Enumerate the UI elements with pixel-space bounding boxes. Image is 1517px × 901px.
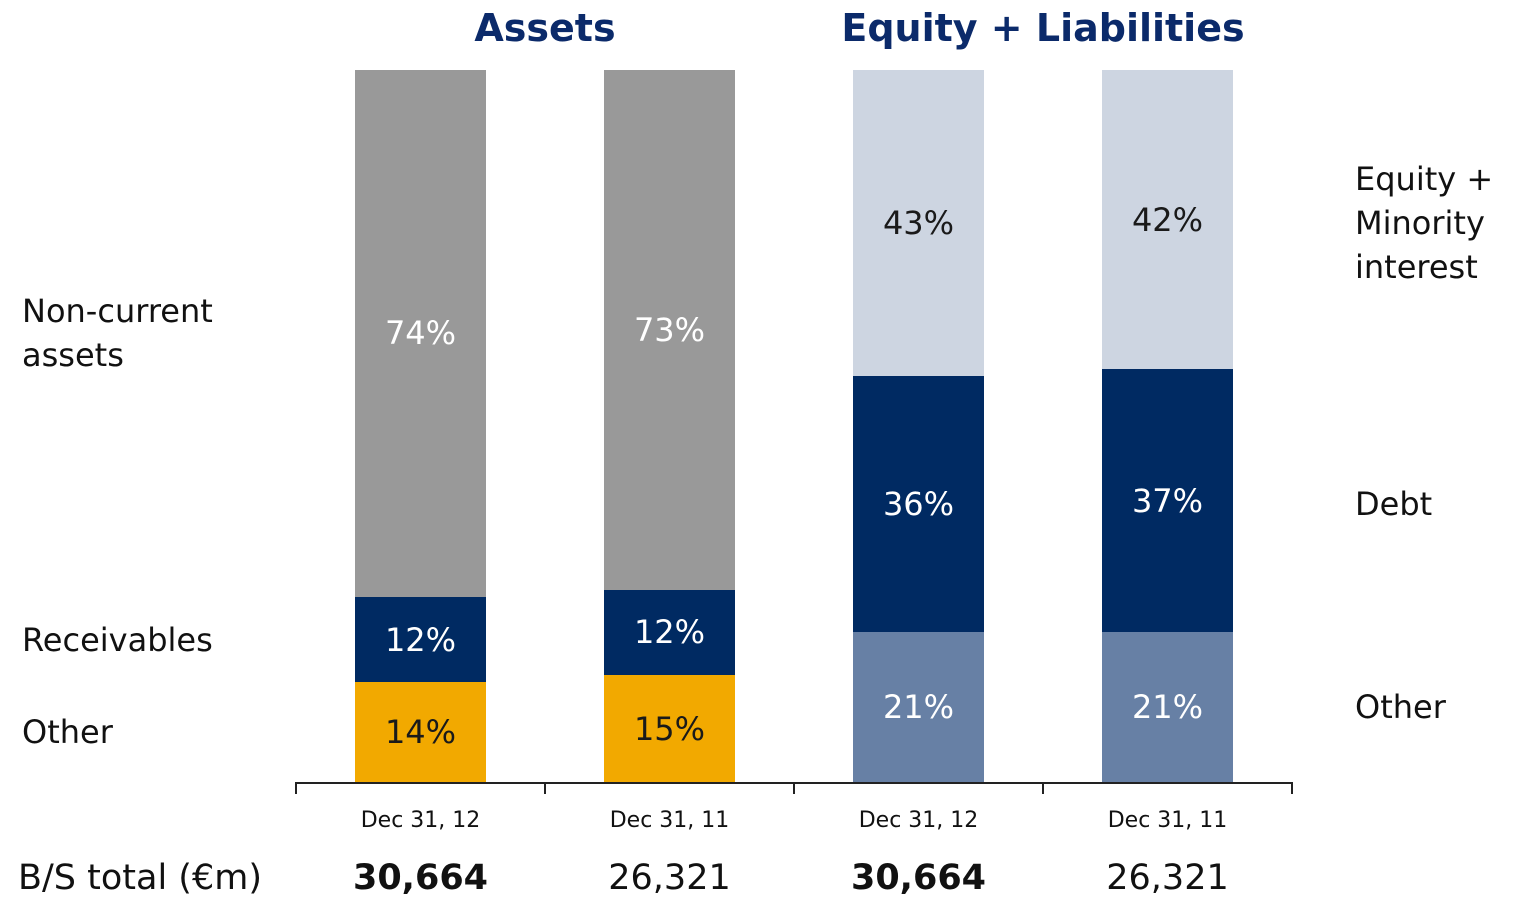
- bar-segment: 36%: [853, 376, 984, 633]
- axis-tick: [1042, 782, 1044, 794]
- bar-segment: 21%: [853, 632, 984, 782]
- chart-title: Assets: [474, 6, 616, 50]
- value-label: 21%: [882, 688, 955, 727]
- legend-label: Receivables: [22, 620, 213, 659]
- total: 30,664: [352, 858, 489, 898]
- value-label: 42%: [1131, 200, 1204, 239]
- bar-segment: 15%: [604, 675, 735, 782]
- value-label: 14%: [384, 713, 457, 752]
- x-tick-label: Dec 31, 11: [609, 808, 730, 833]
- bar-segment: 74%: [355, 70, 486, 597]
- footer-label: B/S total (€m): [18, 858, 262, 898]
- legend-label: Debt: [1355, 485, 1433, 524]
- value-label: 37%: [1131, 481, 1204, 520]
- total: 26,321: [608, 858, 731, 898]
- bar-segment: 12%: [604, 589, 735, 676]
- value-label: 12%: [384, 620, 457, 659]
- x-tick-label: Dec 31, 12: [858, 808, 979, 833]
- legend-label: Other: [1355, 688, 1446, 727]
- value-label: 21%: [1131, 688, 1204, 727]
- bar-segment: 14%: [355, 682, 486, 782]
- legend-label: Equity + Minority interest: [1355, 160, 1494, 287]
- bar-segment: 43%: [853, 70, 984, 377]
- value-label: 74%: [384, 314, 457, 353]
- x-tick-label: Dec 31, 12: [360, 808, 481, 833]
- bar-segment: 21%: [1102, 632, 1233, 782]
- bar-segment: 73%: [604, 70, 735, 590]
- legend-label: Non-current assets: [22, 292, 213, 375]
- bar-segment: 42%: [1102, 70, 1233, 370]
- value-label: 36%: [882, 485, 955, 524]
- total: 26,321: [1106, 858, 1229, 898]
- axis-tick: [793, 782, 795, 794]
- value-label: 15%: [633, 709, 706, 748]
- total: 30,664: [850, 858, 987, 898]
- axis-tick: [544, 782, 546, 794]
- value-label: 12%: [633, 613, 706, 652]
- value-label: 73%: [633, 310, 706, 349]
- axis-tick: [295, 782, 297, 794]
- value-label: 43%: [882, 204, 955, 243]
- legend-label: Other: [22, 713, 113, 752]
- x-tick-label: Dec 31, 11: [1107, 808, 1228, 833]
- bar-segment: 37%: [1102, 369, 1233, 633]
- bar-segment: 12%: [355, 596, 486, 683]
- chart-title: Equity + Liabilities: [841, 6, 1245, 50]
- axis-tick: [1291, 782, 1293, 794]
